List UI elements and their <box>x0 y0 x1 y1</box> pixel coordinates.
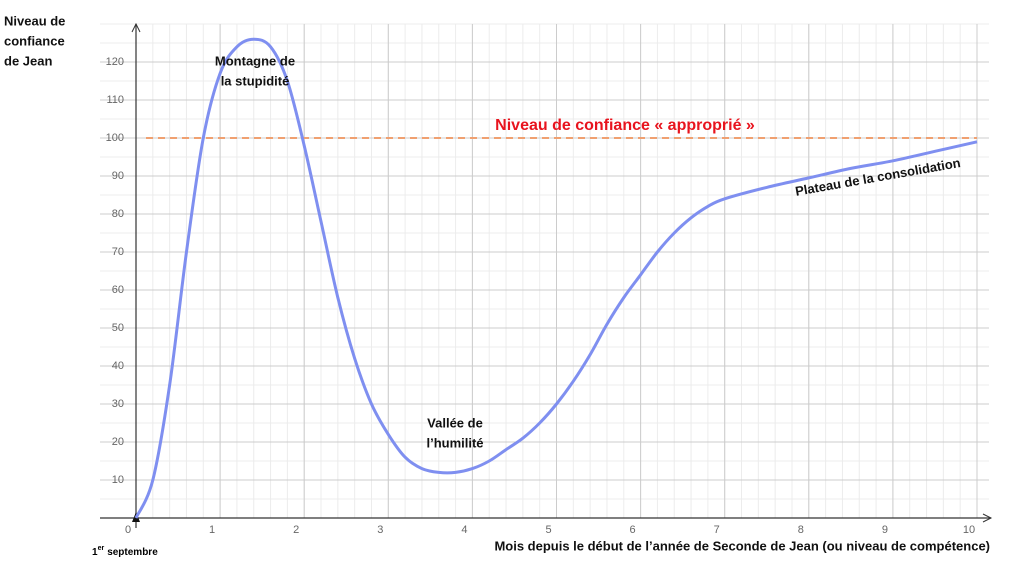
origin-rest: septembre <box>107 547 158 558</box>
x-tick-label: 7 <box>714 524 720 536</box>
x-tick-label: 8 <box>798 524 804 536</box>
y-tick-label: 90 <box>112 170 124 182</box>
axis-arrow <box>982 513 993 523</box>
reference-label: Niveau de confiance « approprié » <box>495 117 755 134</box>
x-tick-label: 4 <box>461 524 467 536</box>
y-tick-label: 100 <box>106 132 124 144</box>
x-tick-label: 9 <box>882 524 888 536</box>
origin-label: 1er septembre <box>92 545 158 558</box>
annotation: Montagne de <box>215 53 295 68</box>
annotation: Vallée de <box>427 415 483 430</box>
y-label-line: confiance <box>4 33 65 48</box>
x-tick-label: 2 <box>293 524 299 536</box>
origin-number: 1 <box>92 547 98 558</box>
y-tick-label: 10 <box>112 474 124 486</box>
y-tick-label: 80 <box>112 208 124 220</box>
y-tick-label: 40 <box>112 360 124 372</box>
x-tick-label: 1 <box>209 524 215 536</box>
x-tick-label: 5 <box>545 524 551 536</box>
annotation: l’humilité <box>426 435 483 450</box>
origin-sup: er <box>98 545 105 552</box>
y-label-line: Niveau de <box>4 13 65 28</box>
grid <box>100 23 989 519</box>
line <box>134 37 978 519</box>
x-axis-label: Mois depuis le début de l’année de Secon… <box>494 538 990 553</box>
y-tick-label: 30 <box>112 398 124 410</box>
x-tick-label: 6 <box>630 524 636 536</box>
y-tick-label: 110 <box>106 94 124 106</box>
y-tick-label: 120 <box>106 56 124 68</box>
y-tick-label: 60 <box>112 284 124 296</box>
annotation: la stupidité <box>221 73 290 88</box>
y-tick-label: 50 <box>112 322 124 334</box>
axis-arrow <box>131 22 141 33</box>
y-tick-label: 70 <box>112 246 124 258</box>
y-tick-label: 20 <box>112 436 124 448</box>
x-tick-label: 10 <box>963 524 975 536</box>
y-axis-label: Niveau de confiance de Jean <box>4 13 65 68</box>
x-tick-label: 3 <box>377 524 383 536</box>
y-label-line: de Jean <box>4 53 52 68</box>
x-tick-label: 0 <box>125 524 131 536</box>
